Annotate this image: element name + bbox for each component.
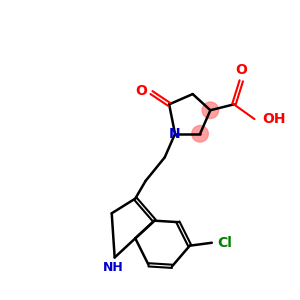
Text: O: O — [135, 84, 147, 98]
Circle shape — [202, 102, 219, 119]
Text: N: N — [169, 127, 180, 141]
Text: OH: OH — [262, 112, 285, 126]
Circle shape — [192, 126, 208, 142]
Text: O: O — [235, 63, 247, 77]
Text: Cl: Cl — [217, 236, 232, 250]
Text: NH: NH — [103, 261, 124, 274]
